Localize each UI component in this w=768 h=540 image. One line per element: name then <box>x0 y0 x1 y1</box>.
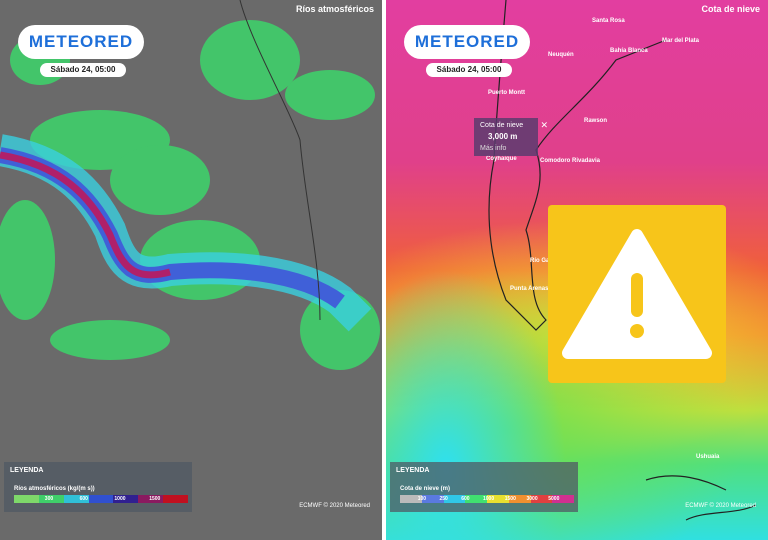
credit: ECMWF © 2020 Meteored <box>299 503 370 509</box>
more-info[interactable]: Más info <box>480 145 507 152</box>
legend-title: LEYENDA <box>10 467 44 474</box>
popup[interactable]: Cota de nieve 3,000 m Más info ✕ <box>474 118 548 156</box>
legend-tick: 600 <box>79 496 88 502</box>
close-button[interactable]: ✕ <box>540 120 548 130</box>
city-label: Puerto Montt <box>488 90 525 96</box>
legend: LEYENDA Cota de nieve (m) 100 250 600 1000 1… <box>390 462 578 512</box>
legend-tick: 1000 <box>114 496 126 502</box>
popup-value: 3,000 m <box>488 132 518 141</box>
credit: ECMWF © 2020 Meteored <box>685 503 756 509</box>
city-label: Bahía Blanca <box>610 48 648 54</box>
layer-name[interactable]: Cota de nieve <box>701 4 760 14</box>
legend-tick: 250 <box>439 496 448 502</box>
legend-tick: 1500 <box>149 496 161 502</box>
color-bar <box>400 495 574 503</box>
logo[interactable]: METEORED <box>404 25 530 59</box>
color-bar <box>14 495 189 503</box>
city-label: Mar del Plata <box>662 38 700 44</box>
legend: LEYENDA Ríos atmosféricos (kg/(m s)) 300… <box>4 462 192 512</box>
legend-title: LEYENDA <box>396 467 430 474</box>
city-label: Santa Rosa <box>592 18 625 24</box>
city-label: Punta Arenas <box>510 286 549 292</box>
legend-label: Ríos atmosféricos (kg/(m s)) <box>14 486 95 492</box>
legend-tick: 300 <box>44 496 54 502</box>
legend-tick: 3000 <box>526 496 538 502</box>
map-layer <box>0 0 380 370</box>
map-panel[interactable]: Cota de nieve METEORED Sábado 24, 05:00 … <box>386 0 768 540</box>
layer-name[interactable]: Ríos atmosféricos <box>295 4 374 14</box>
time-label[interactable]: Sábado 24, 05:00 <box>426 63 512 77</box>
warning-icon <box>548 205 726 383</box>
city-label: Neuquén <box>548 52 574 58</box>
legend-tick: 600 <box>461 496 470 502</box>
legend-label: Cota de nieve (m) <box>400 486 451 492</box>
time-label[interactable]: Sábado 24, 05:00 <box>40 63 126 77</box>
legend-tick: 1500 <box>504 496 516 502</box>
logo[interactable]: METEORED <box>18 25 144 59</box>
legend-tick: 100 <box>417 496 427 502</box>
map-panel[interactable]: Ríos atmosféricos METEORED Sábado 24, 05… <box>0 0 382 540</box>
city-label: Ushuaia <box>696 454 720 460</box>
legend-tick: 5000 <box>548 496 560 502</box>
legend-tick: 1000 <box>483 496 495 502</box>
popup-title: Cota de nieve <box>480 122 524 129</box>
city-label: Comodoro Rivadavia <box>540 158 601 164</box>
city-label: Rawson <box>584 118 608 124</box>
city-label: Coyhaique <box>486 156 517 162</box>
